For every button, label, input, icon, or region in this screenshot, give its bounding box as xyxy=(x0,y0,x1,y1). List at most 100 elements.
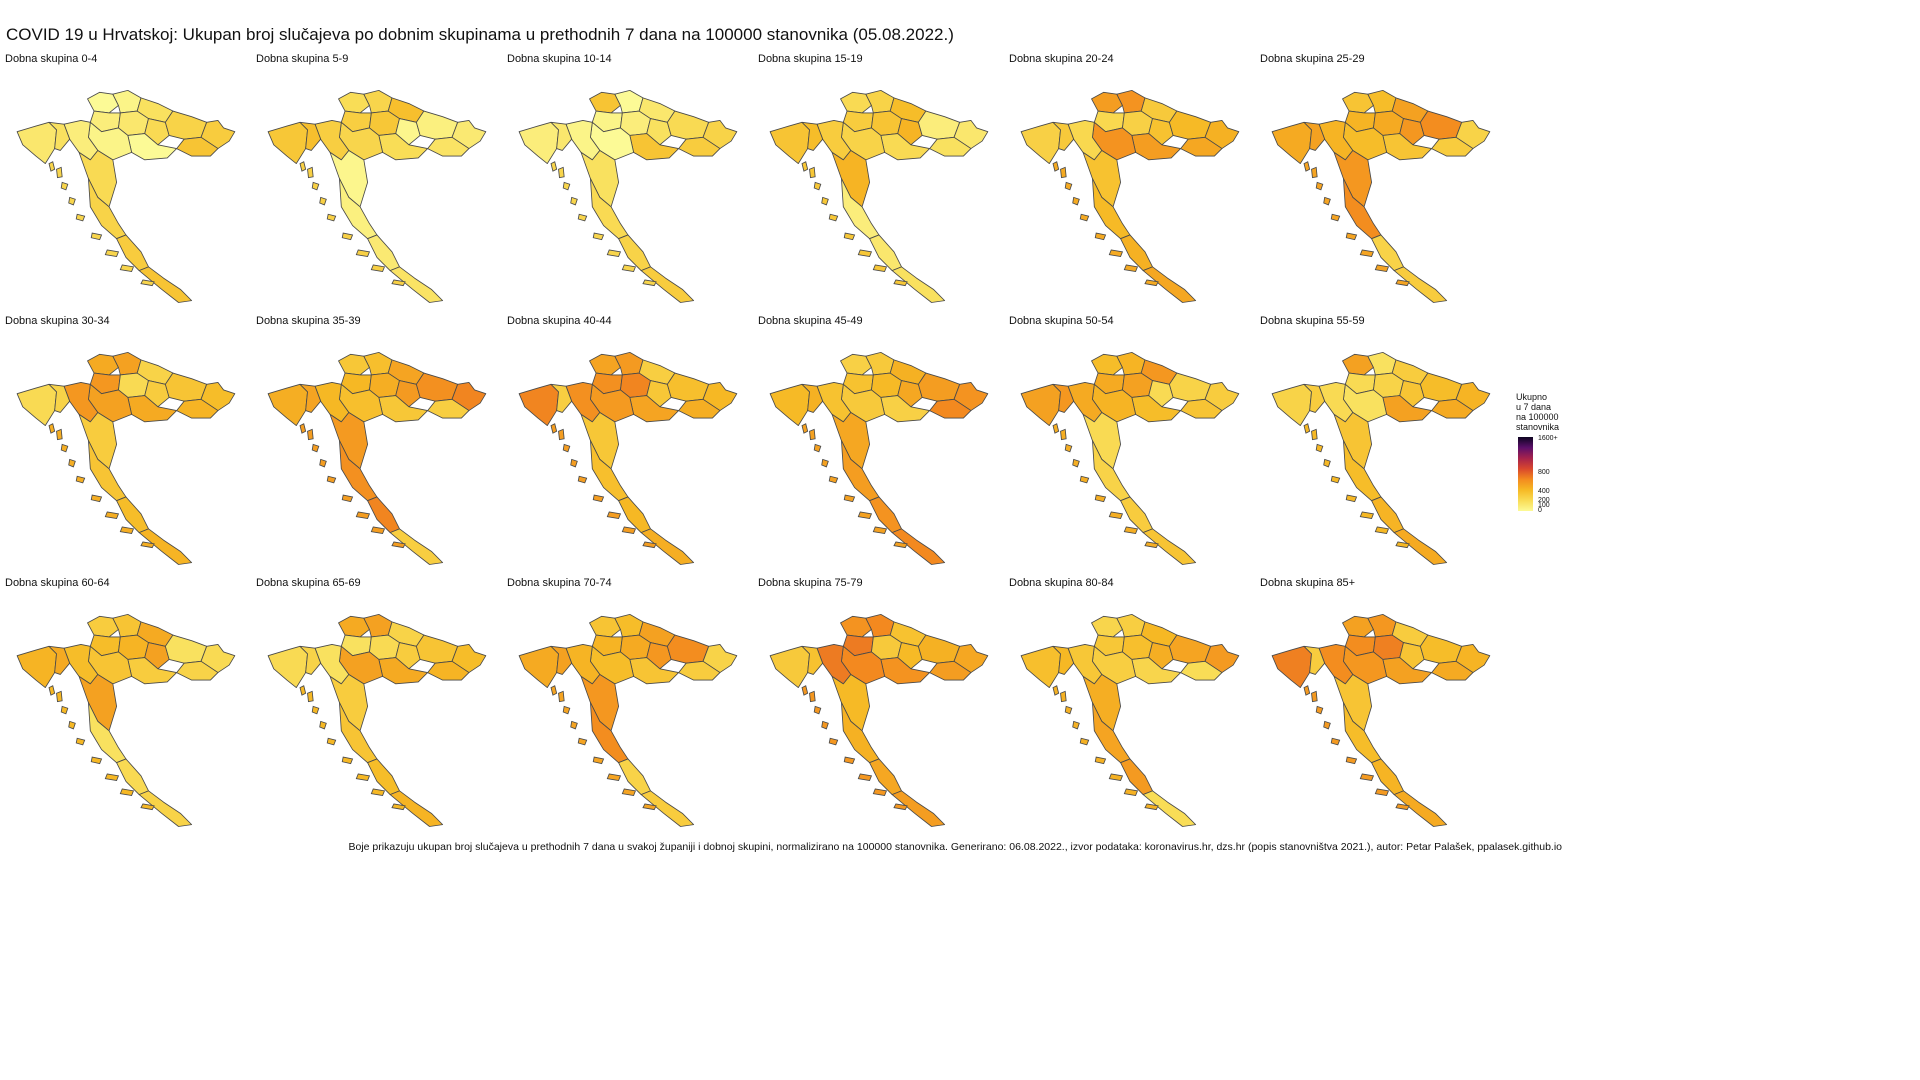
county-region xyxy=(267,645,308,689)
island-shape xyxy=(809,690,816,703)
county-region xyxy=(1271,383,1312,427)
croatia-map xyxy=(769,351,989,565)
county-region xyxy=(1131,133,1182,161)
island-shape xyxy=(370,526,386,534)
island-shape xyxy=(1303,423,1311,434)
island-shape xyxy=(48,423,56,434)
county-region xyxy=(1303,645,1326,675)
island-shape xyxy=(1345,756,1358,765)
island-shape xyxy=(391,541,406,549)
island-shape xyxy=(857,511,873,519)
county-region xyxy=(378,395,429,423)
island-shape xyxy=(1079,737,1090,746)
island-shape xyxy=(341,494,354,503)
croatia-map xyxy=(518,613,738,827)
island-shape xyxy=(872,264,888,272)
island-shape xyxy=(1094,756,1107,765)
island-shape xyxy=(801,161,809,172)
island-shape xyxy=(1315,705,1324,715)
island-shape xyxy=(68,196,76,206)
county-region xyxy=(640,528,695,565)
island-shape xyxy=(1323,720,1331,730)
island-shape xyxy=(550,423,558,434)
county-region xyxy=(869,496,902,534)
county-region xyxy=(299,383,322,413)
island-shape xyxy=(104,249,120,257)
county-region xyxy=(801,121,824,151)
island-shape xyxy=(90,494,103,503)
croatia-map xyxy=(16,351,236,565)
island-shape xyxy=(872,526,888,534)
county-region xyxy=(415,110,459,140)
island-shape xyxy=(813,443,822,453)
island-shape xyxy=(1123,526,1139,534)
legend-title-line: Ukupno xyxy=(1516,392,1548,402)
county-region xyxy=(880,133,931,161)
island-shape xyxy=(1079,213,1090,222)
island-shape xyxy=(809,166,816,179)
panel-label: Dobna skupina 15-19 xyxy=(758,53,863,65)
map-panel: Dobna skupina 55-59 xyxy=(1255,312,1506,574)
island-shape xyxy=(326,213,337,222)
county-region xyxy=(1271,645,1312,689)
island-shape xyxy=(1345,232,1358,241)
island-shape xyxy=(104,773,120,781)
island-shape xyxy=(391,803,406,811)
county-region xyxy=(389,266,444,303)
island-shape xyxy=(1395,541,1410,549)
county-region xyxy=(164,110,208,140)
island-shape xyxy=(550,161,558,172)
county-region xyxy=(1120,496,1153,534)
island-shape xyxy=(370,264,386,272)
panel-label: Dobna skupina 35-39 xyxy=(256,315,361,327)
county-region xyxy=(363,89,393,114)
county-region xyxy=(1303,121,1326,151)
island-shape xyxy=(1395,803,1410,811)
panel-label: Dobna skupina 0-4 xyxy=(5,53,98,65)
county-region xyxy=(1382,657,1433,685)
island-shape xyxy=(307,166,314,179)
island-shape xyxy=(341,232,354,241)
island-shape xyxy=(558,428,565,441)
panel-label: Dobna skupina 60-64 xyxy=(5,577,110,589)
island-shape xyxy=(857,249,873,257)
island-shape xyxy=(642,541,657,549)
island-shape xyxy=(60,705,69,715)
island-shape xyxy=(1060,690,1067,703)
county-region xyxy=(16,121,57,165)
island-shape xyxy=(299,423,307,434)
croatia-map xyxy=(267,613,487,827)
island-shape xyxy=(1359,511,1375,519)
county-region xyxy=(1371,234,1404,272)
county-region xyxy=(1131,657,1182,685)
island-shape xyxy=(1052,161,1060,172)
county-region xyxy=(1142,528,1197,565)
island-shape xyxy=(1359,773,1375,781)
island-shape xyxy=(813,705,822,715)
county-region xyxy=(299,121,322,151)
county-region xyxy=(618,234,651,272)
island-shape xyxy=(821,720,829,730)
map-panel: Dobna skupina 5-9 xyxy=(251,50,502,312)
county-region xyxy=(48,383,71,413)
county-region xyxy=(16,645,57,689)
map-panel: Dobna skupina 20-24 xyxy=(1004,50,1255,312)
island-shape xyxy=(355,773,371,781)
county-region xyxy=(1142,266,1197,303)
island-shape xyxy=(48,685,56,696)
legend-title-line: u 7 dana xyxy=(1516,402,1552,412)
panel-label: Dobna skupina 55-59 xyxy=(1260,315,1365,327)
county-region xyxy=(1116,351,1146,376)
island-shape xyxy=(1315,443,1324,453)
county-region xyxy=(1116,613,1146,638)
island-shape xyxy=(1108,249,1124,257)
map-grid: Dobna skupina 0-4 Dobna skupina 5-9 Dobna … xyxy=(0,50,1510,830)
county-region xyxy=(1168,110,1212,140)
island-shape xyxy=(319,196,327,206)
island-shape xyxy=(1311,428,1318,441)
map-panel: Dobna skupina 0-4 xyxy=(0,50,251,312)
island-shape xyxy=(570,196,578,206)
croatia-map xyxy=(769,613,989,827)
island-shape xyxy=(1345,494,1358,503)
county-region xyxy=(363,351,393,376)
